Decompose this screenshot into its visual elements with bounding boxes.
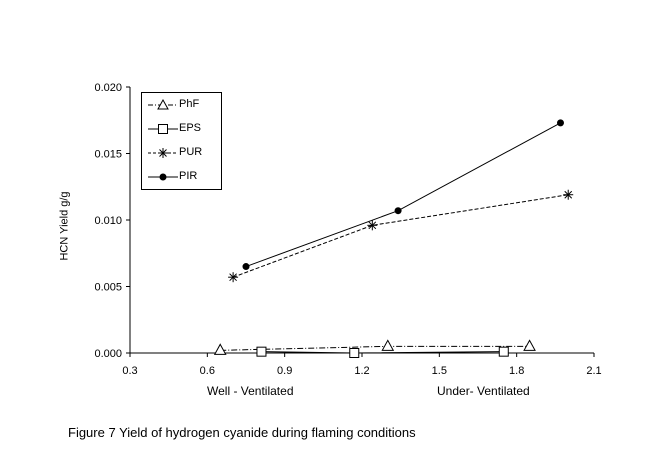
x-tick-label: 0.9	[277, 365, 292, 377]
data-point-pir	[556, 119, 564, 127]
legend-label-eps: EPS	[179, 122, 202, 134]
data-point-pur	[228, 272, 239, 283]
x-category-label-under: Under- Ventilated	[437, 384, 530, 398]
legend-phf-marker	[148, 99, 178, 110]
x-tick-label: 1.8	[509, 365, 524, 377]
series-lines	[220, 122, 569, 354]
y-tick-label: 0.000	[94, 348, 122, 360]
legend-item-pir: PIR	[142, 169, 221, 185]
data-point-eps	[349, 348, 360, 358]
legend-pir-marker	[148, 173, 178, 181]
figure-caption: Figure 7 Yield of hydrogen cyanide durin…	[68, 425, 416, 440]
tick-labels: 0.3 0.6 0.9 1.2 1.5 1.8 2.1 0.000 0.005 0.010 0.01…	[94, 82, 601, 377]
data-point-pur	[563, 189, 574, 200]
legend-eps-marker	[148, 124, 178, 134]
x-tick-label: 1.2	[354, 365, 369, 377]
legend-label-pur: PUR	[179, 146, 203, 158]
legend-label-pir: PIR	[179, 170, 198, 182]
series-line-pur	[232, 194, 569, 278]
x-tick-label: 1.5	[432, 365, 447, 377]
data-point-eps	[256, 346, 267, 357]
y-tick-label: 0.020	[94, 82, 122, 94]
data-point-eps	[498, 346, 509, 357]
y-tick-label: 0.010	[94, 215, 122, 227]
series-line-pir	[245, 122, 561, 268]
data-point-phf	[213, 343, 227, 355]
series-line-phf	[220, 345, 530, 351]
data-point-pir	[394, 207, 402, 215]
data-point-phf	[381, 339, 395, 351]
legend-item-eps: EPS	[142, 121, 221, 137]
legend-item-phf: PhF	[142, 97, 221, 113]
y-tick-label: 0.005	[94, 282, 122, 294]
data-point-phf	[523, 339, 536, 351]
series-markers	[213, 119, 574, 358]
data-point-pir	[242, 263, 250, 271]
data-point-pur	[367, 220, 378, 231]
legend: PhF EPS PUR PIR	[141, 92, 222, 190]
legend-item-pur: PUR	[142, 145, 221, 161]
x-tick-label: 0.6	[200, 365, 215, 377]
legend-label-phf: PhF	[179, 98, 200, 110]
y-axis-label: HCN Yield g/g	[58, 191, 71, 261]
x-category-label-well: Well - Ventilated	[207, 384, 294, 398]
x-tick-label: 2.1	[586, 365, 601, 377]
y-tick-label: 0.015	[94, 149, 122, 161]
x-tick-label: 0.3	[122, 365, 137, 377]
legend-pur-marker	[148, 148, 178, 158]
